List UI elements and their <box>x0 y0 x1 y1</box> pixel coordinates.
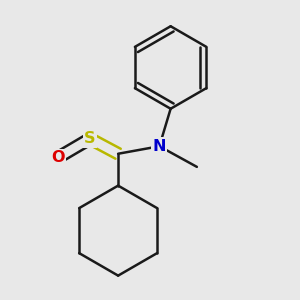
Text: S: S <box>84 131 96 146</box>
Text: N: N <box>153 139 166 154</box>
Text: O: O <box>51 150 65 165</box>
